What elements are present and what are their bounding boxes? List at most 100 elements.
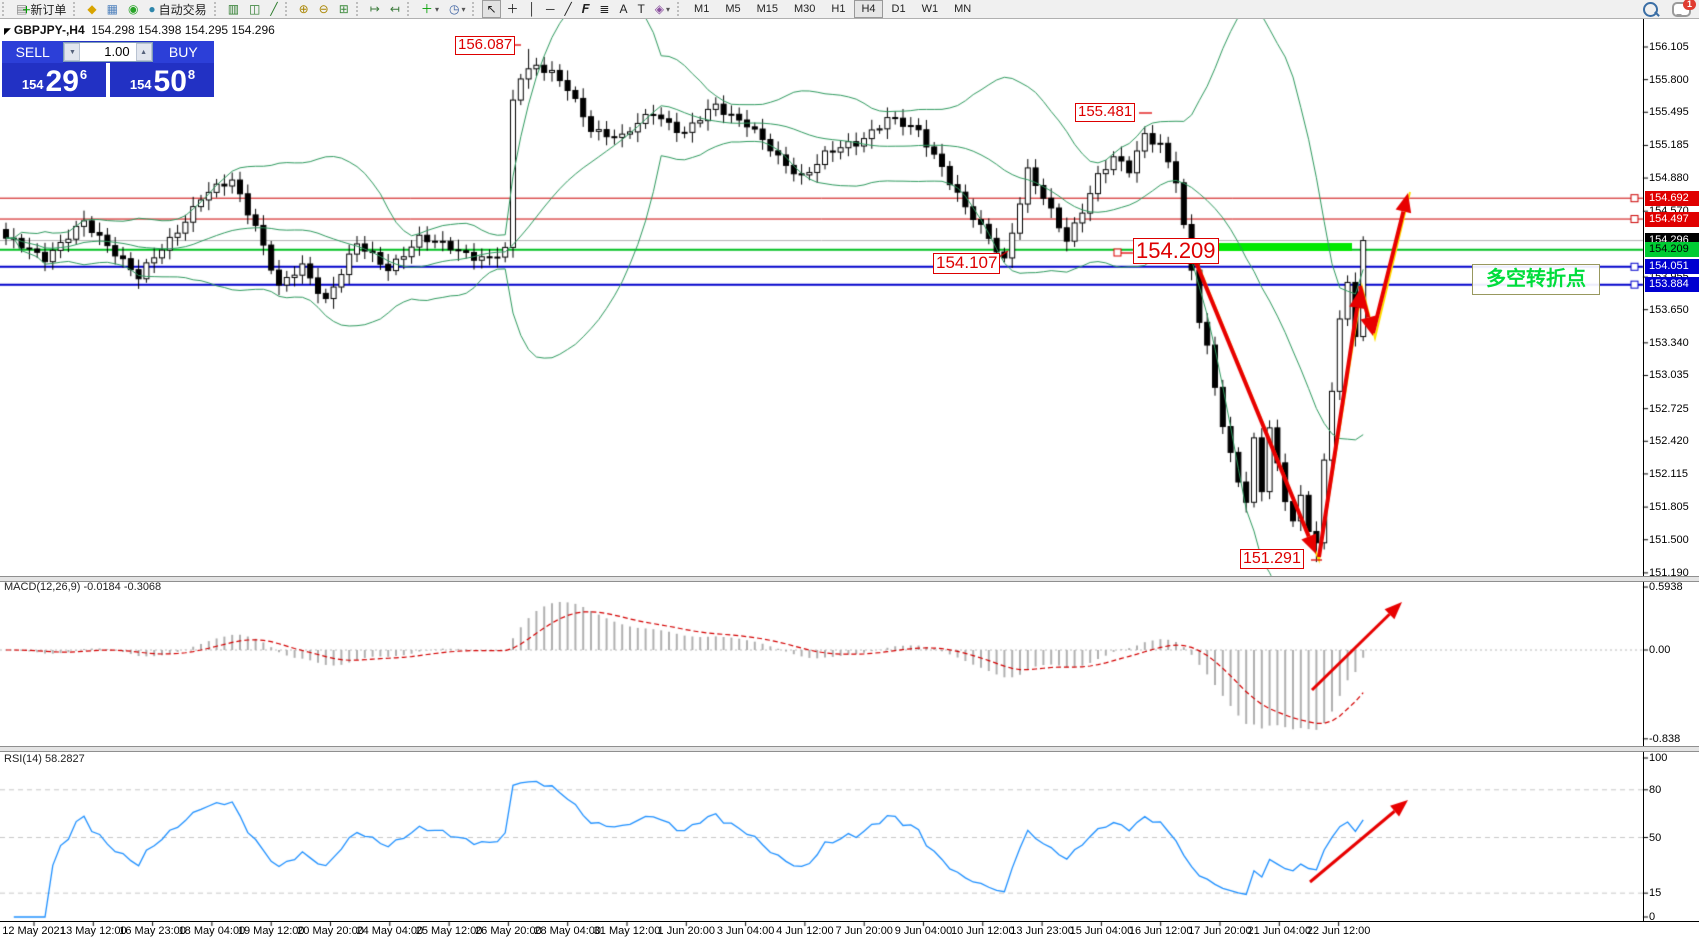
auto-scroll-icon: ↦ [369, 2, 380, 16]
styler-button[interactable]: ◆ [83, 0, 100, 18]
crosshair-button[interactable]: ＋ [503, 0, 523, 18]
sell-price-sup: 6 [79, 67, 88, 82]
time-axis-label: 28 May 04:00 [534, 925, 602, 937]
time-axis-label: 16 May 23:00 [119, 925, 186, 937]
notifications-icon[interactable]: 1 [1672, 0, 1696, 17]
horizontal-line-button[interactable]: ─ [542, 0, 559, 18]
price-badge: 154.209 [1645, 242, 1699, 258]
turning-point-annotation[interactable]: 多空转折点 [1472, 264, 1600, 295]
price-callout[interactable]: 155.481 [1075, 103, 1136, 122]
sell-button[interactable]: SELL [2, 41, 64, 63]
buy-price[interactable]: 154 50 8 [110, 63, 214, 97]
bars-icon: ▥ [227, 2, 240, 16]
vertical-line-button[interactable]: │ [525, 0, 541, 18]
zoom-in-icon: ⊕ [298, 2, 309, 16]
price-axis-tick: 156.105 [1649, 41, 1689, 53]
clock-icon: ◷ [448, 2, 460, 16]
doc-plus-icon: ▤ [16, 2, 28, 16]
rsi-axis-tick: 100 [1649, 752, 1668, 764]
macd-axis-tick: 0.5938 [1649, 581, 1683, 594]
price-callout[interactable]: 154.107 [933, 253, 1001, 274]
price-badge: 154.497 [1645, 211, 1699, 227]
price-axis-tick: 151.805 [1649, 501, 1689, 514]
channel-icon: ≣ [599, 2, 610, 16]
timeframe-m5[interactable]: M5 [725, 3, 741, 15]
text-button[interactable]: A [615, 0, 631, 18]
time-axis-label: 3 Jun 04:00 [716, 925, 775, 937]
volume-increase-button[interactable]: ▲ [135, 43, 152, 61]
toolbar-separator [355, 2, 363, 16]
tile-icon: ⊞ [338, 2, 349, 16]
price-badge: 153.884 [1645, 277, 1699, 293]
time-axis-label: 1 Jun 20:00 [657, 925, 716, 937]
notification-badge: 1 [1683, 0, 1696, 10]
shapes-icon: ◈ [654, 2, 665, 16]
timeframe-h4[interactable]: H4 [854, 0, 883, 18]
indicators-button[interactable]: ＋ ▾ [417, 0, 443, 18]
volume-decrease-button[interactable]: ▼ [64, 43, 81, 61]
time-axis-label: 4 Jun 12:00 [776, 925, 834, 937]
search-icon[interactable] [1643, 1, 1658, 17]
timeframe-m30[interactable]: M30 [794, 3, 816, 15]
buy-price-big: 50 [153, 65, 187, 98]
price-axis-tick: 155.185 [1649, 139, 1689, 152]
shapes-button[interactable]: ◈ ▾ [651, 0, 674, 18]
line-chart-button[interactable]: ╱ [266, 0, 281, 18]
volume-value[interactable]: 1.00 [104, 44, 130, 59]
rsi-axis-tick: 80 [1649, 783, 1662, 796]
tile-windows-button[interactable]: ⊞ [335, 0, 353, 18]
candles-chart-button[interactable]: ◫ [245, 0, 264, 18]
sell-price[interactable]: 154 29 6 [2, 63, 106, 97]
price-callout[interactable]: 156.087 [455, 36, 516, 55]
new-order-button[interactable]: ▤ ＋新订单 [12, 0, 70, 18]
pane-splitter-rsi[interactable] [0, 746, 1699, 752]
timeframe-h1[interactable]: H1 [831, 3, 846, 15]
time-axis-label: 13 May 12:00 [59, 925, 127, 937]
buy-button[interactable]: BUY [152, 41, 215, 63]
hline-icon: ─ [546, 2, 555, 16]
macd-label: MACD(12,26,9) -0.0184 -0.3068 [4, 581, 162, 593]
trendline-button[interactable]: ╱ [561, 0, 576, 18]
toolbar-separator [73, 2, 80, 16]
buy-price-sup: 8 [187, 67, 196, 82]
profiles-button[interactable]: ▦ [103, 0, 122, 18]
timeframe-m15[interactable]: M15 [756, 3, 779, 15]
candles-icon: ◫ [249, 2, 261, 16]
signals-button[interactable]: ◉ [124, 0, 142, 18]
autotrade-button-label: 自动交易 [158, 2, 207, 17]
macd-axis-tick: -0.838 [1649, 732, 1681, 745]
price-callout[interactable]: 154.209 [1133, 238, 1219, 265]
timeframe-d1[interactable]: D1 [891, 3, 906, 15]
toolbar-separator [2, 2, 9, 16]
fibonacci-button[interactable]: 𝑭 [578, 0, 594, 18]
label-button[interactable]: T [633, 0, 648, 18]
time-axis-label: 12 May 2021 [2, 925, 66, 937]
timeframe-mn[interactable]: MN [954, 3, 972, 15]
cursor-button[interactable]: ↖ [482, 0, 501, 18]
time-axis-label: 21 Jun 04:00 [1247, 925, 1312, 937]
price-callout[interactable]: 151.291 [1240, 549, 1304, 569]
periods-button[interactable]: ◷ ▾ [445, 0, 470, 18]
time-axis-label: 20 May 20:00 [297, 925, 364, 937]
chart-quote-header: ◤ GBPJPY-,H4 154.298 154.398 154.295 154.… [4, 23, 275, 37]
bars-chart-button[interactable]: ▥ [224, 0, 243, 18]
chart-shift-button[interactable]: ↤ [386, 0, 404, 18]
timeframe-w1[interactable]: W1 [921, 3, 939, 15]
channel-button[interactable]: ≣ [595, 0, 613, 18]
autotrade-button[interactable]: ● 自动交易 [144, 0, 210, 18]
pane-splitter-macd[interactable] [0, 576, 1699, 582]
bar-ohlc: 154.298 154.398 154.295 154.296 [91, 23, 275, 37]
signal-icon: ◉ [127, 2, 139, 16]
toolbar-right: 1 [1643, 0, 1696, 17]
price-axis-tick: 153.340 [1649, 336, 1689, 349]
timeframe-m1[interactable]: M1 [694, 3, 710, 15]
main-toolbar: ▤ ＋新订单 ◆ ▦ ◉ ● 自动交易 ▥ ◫ ╱ ⊕ ⊖ ⊞ ↦ ↤ ＋ ▾ ◷ ▾ ↖ ＋ │ ─ ╱ 𝑭 ≣ A T ◈ ▾ M1 M5… [0, 0, 1699, 19]
auto-scroll-button[interactable]: ↦ [366, 0, 384, 18]
crosshair-icon: ＋ [506, 2, 519, 16]
zoom-out-button[interactable]: ⊖ [315, 0, 333, 18]
price-axis-tick: 155.495 [1649, 106, 1689, 119]
time-axis-label: 18 May 04:00 [178, 925, 246, 937]
zoom-in-button[interactable]: ⊕ [295, 0, 313, 18]
